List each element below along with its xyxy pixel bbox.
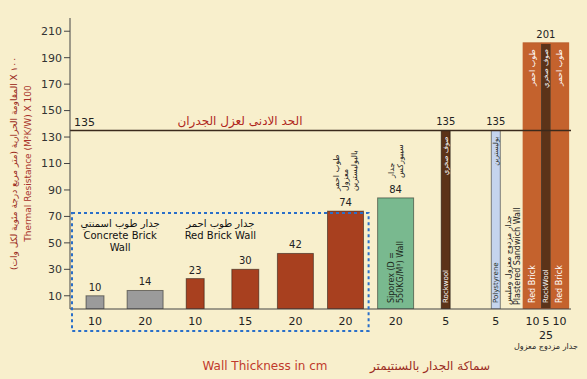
svg-text:سيبوركس: سيبوركس xyxy=(396,144,405,178)
svg-text:Wall: Wall xyxy=(110,242,131,253)
svg-text:10: 10 xyxy=(525,315,539,328)
svg-text:42: 42 xyxy=(289,239,302,250)
svg-text:جدار مزدوج معزول: جدار مزدوج معزول xyxy=(514,342,578,351)
svg-text:جدار: جدار xyxy=(387,163,396,179)
svg-text:بوليسترين: بوليسترين xyxy=(492,136,500,165)
svg-text:90: 90 xyxy=(48,184,62,197)
svg-text:23: 23 xyxy=(189,265,202,276)
svg-text:5: 5 xyxy=(442,315,449,328)
svg-text:5: 5 xyxy=(492,315,499,328)
svg-text:جدار طوب اسمنتي: جدار طوب اسمنتي xyxy=(80,218,159,230)
svg-text:صوف صخري: صوف صخري xyxy=(442,136,450,175)
svg-text:Concrete Brick: Concrete Brick xyxy=(83,230,156,241)
svg-text:14: 14 xyxy=(139,276,152,287)
svg-text:135: 135 xyxy=(74,116,95,129)
svg-text:210: 210 xyxy=(41,25,62,38)
svg-text:170: 170 xyxy=(41,78,62,91)
svg-text:Red Brick: Red Brick xyxy=(528,265,537,303)
svg-text:30: 30 xyxy=(239,255,252,266)
svg-text:صوف صخري: صوف صخري xyxy=(542,49,550,88)
svg-text:135: 135 xyxy=(436,116,455,127)
svg-text:20: 20 xyxy=(389,315,403,328)
svg-text:سماكة الجدار بالسنتيمتر: سماكة الجدار بالسنتيمتر xyxy=(369,359,490,374)
svg-text:10: 10 xyxy=(552,315,566,328)
svg-text:10: 10 xyxy=(48,290,62,303)
svg-text:135: 135 xyxy=(486,116,505,127)
svg-text:550KG/M³) Wall: 550KG/M³) Wall xyxy=(396,241,405,303)
svg-text:Thermal Resistance (M²K/W) X 1: Thermal Resistance (M²K/W) X 100 xyxy=(23,85,33,243)
svg-text:201: 201 xyxy=(536,29,555,40)
svg-text:Polystyrene: Polystyrene xyxy=(492,262,500,303)
svg-text:Wall Thickness in cm: Wall Thickness in cm xyxy=(202,359,327,373)
svg-text:Rockwool: Rockwool xyxy=(442,270,450,303)
svg-text:طوب احمر: طوب احمر xyxy=(528,49,537,87)
svg-text:30: 30 xyxy=(48,263,62,276)
svg-text:طوب احمر: طوب احمر xyxy=(332,154,341,192)
svg-text:10: 10 xyxy=(88,315,102,328)
svg-text:10: 10 xyxy=(188,315,202,328)
svg-text:Plastered Sandwich Wall: Plastered Sandwich Wall xyxy=(513,208,522,305)
svg-text:130: 130 xyxy=(41,131,62,144)
svg-text:Siporex (D =: Siporex (D = xyxy=(387,252,396,303)
svg-text:Red Brick: Red Brick xyxy=(555,265,564,303)
svg-text:25: 25 xyxy=(539,329,553,342)
svg-text:جدار طوب احمر: جدار طوب احمر xyxy=(185,218,254,229)
svg-text:الحد الادنى لعزل الجدران: الحد الادنى لعزل الجدران xyxy=(177,114,302,129)
svg-text:20: 20 xyxy=(138,315,152,328)
svg-text:طوب احمر: طوب احمر xyxy=(555,49,564,87)
svg-text:50: 50 xyxy=(48,237,62,250)
svg-text:معزول: معزول xyxy=(341,169,350,191)
svg-text:84: 84 xyxy=(389,184,402,195)
svg-text:5: 5 xyxy=(542,315,549,328)
svg-text:10: 10 xyxy=(89,282,102,293)
svg-text:20: 20 xyxy=(339,315,353,328)
svg-text:190: 190 xyxy=(41,52,62,65)
svg-text:جدار مزدوج معزول وملبس: جدار مزدوج معزول وملبس xyxy=(504,215,513,305)
svg-text:المقاومة الحرارية (متر مربع در: المقاومة الحرارية (متر مربع درجة مئوية ل… xyxy=(9,57,19,270)
svg-text:بالبوليسترين: بالبوليسترين xyxy=(350,150,359,191)
svg-text:15: 15 xyxy=(238,315,252,328)
svg-text:20: 20 xyxy=(288,315,302,328)
svg-text:70: 70 xyxy=(48,210,62,223)
svg-text:74: 74 xyxy=(339,197,352,208)
svg-text:RockWool: RockWool xyxy=(542,269,550,303)
svg-text:150: 150 xyxy=(41,104,62,117)
svg-text:Red Brick Wall: Red Brick Wall xyxy=(185,230,256,241)
svg-text:110: 110 xyxy=(41,157,62,170)
